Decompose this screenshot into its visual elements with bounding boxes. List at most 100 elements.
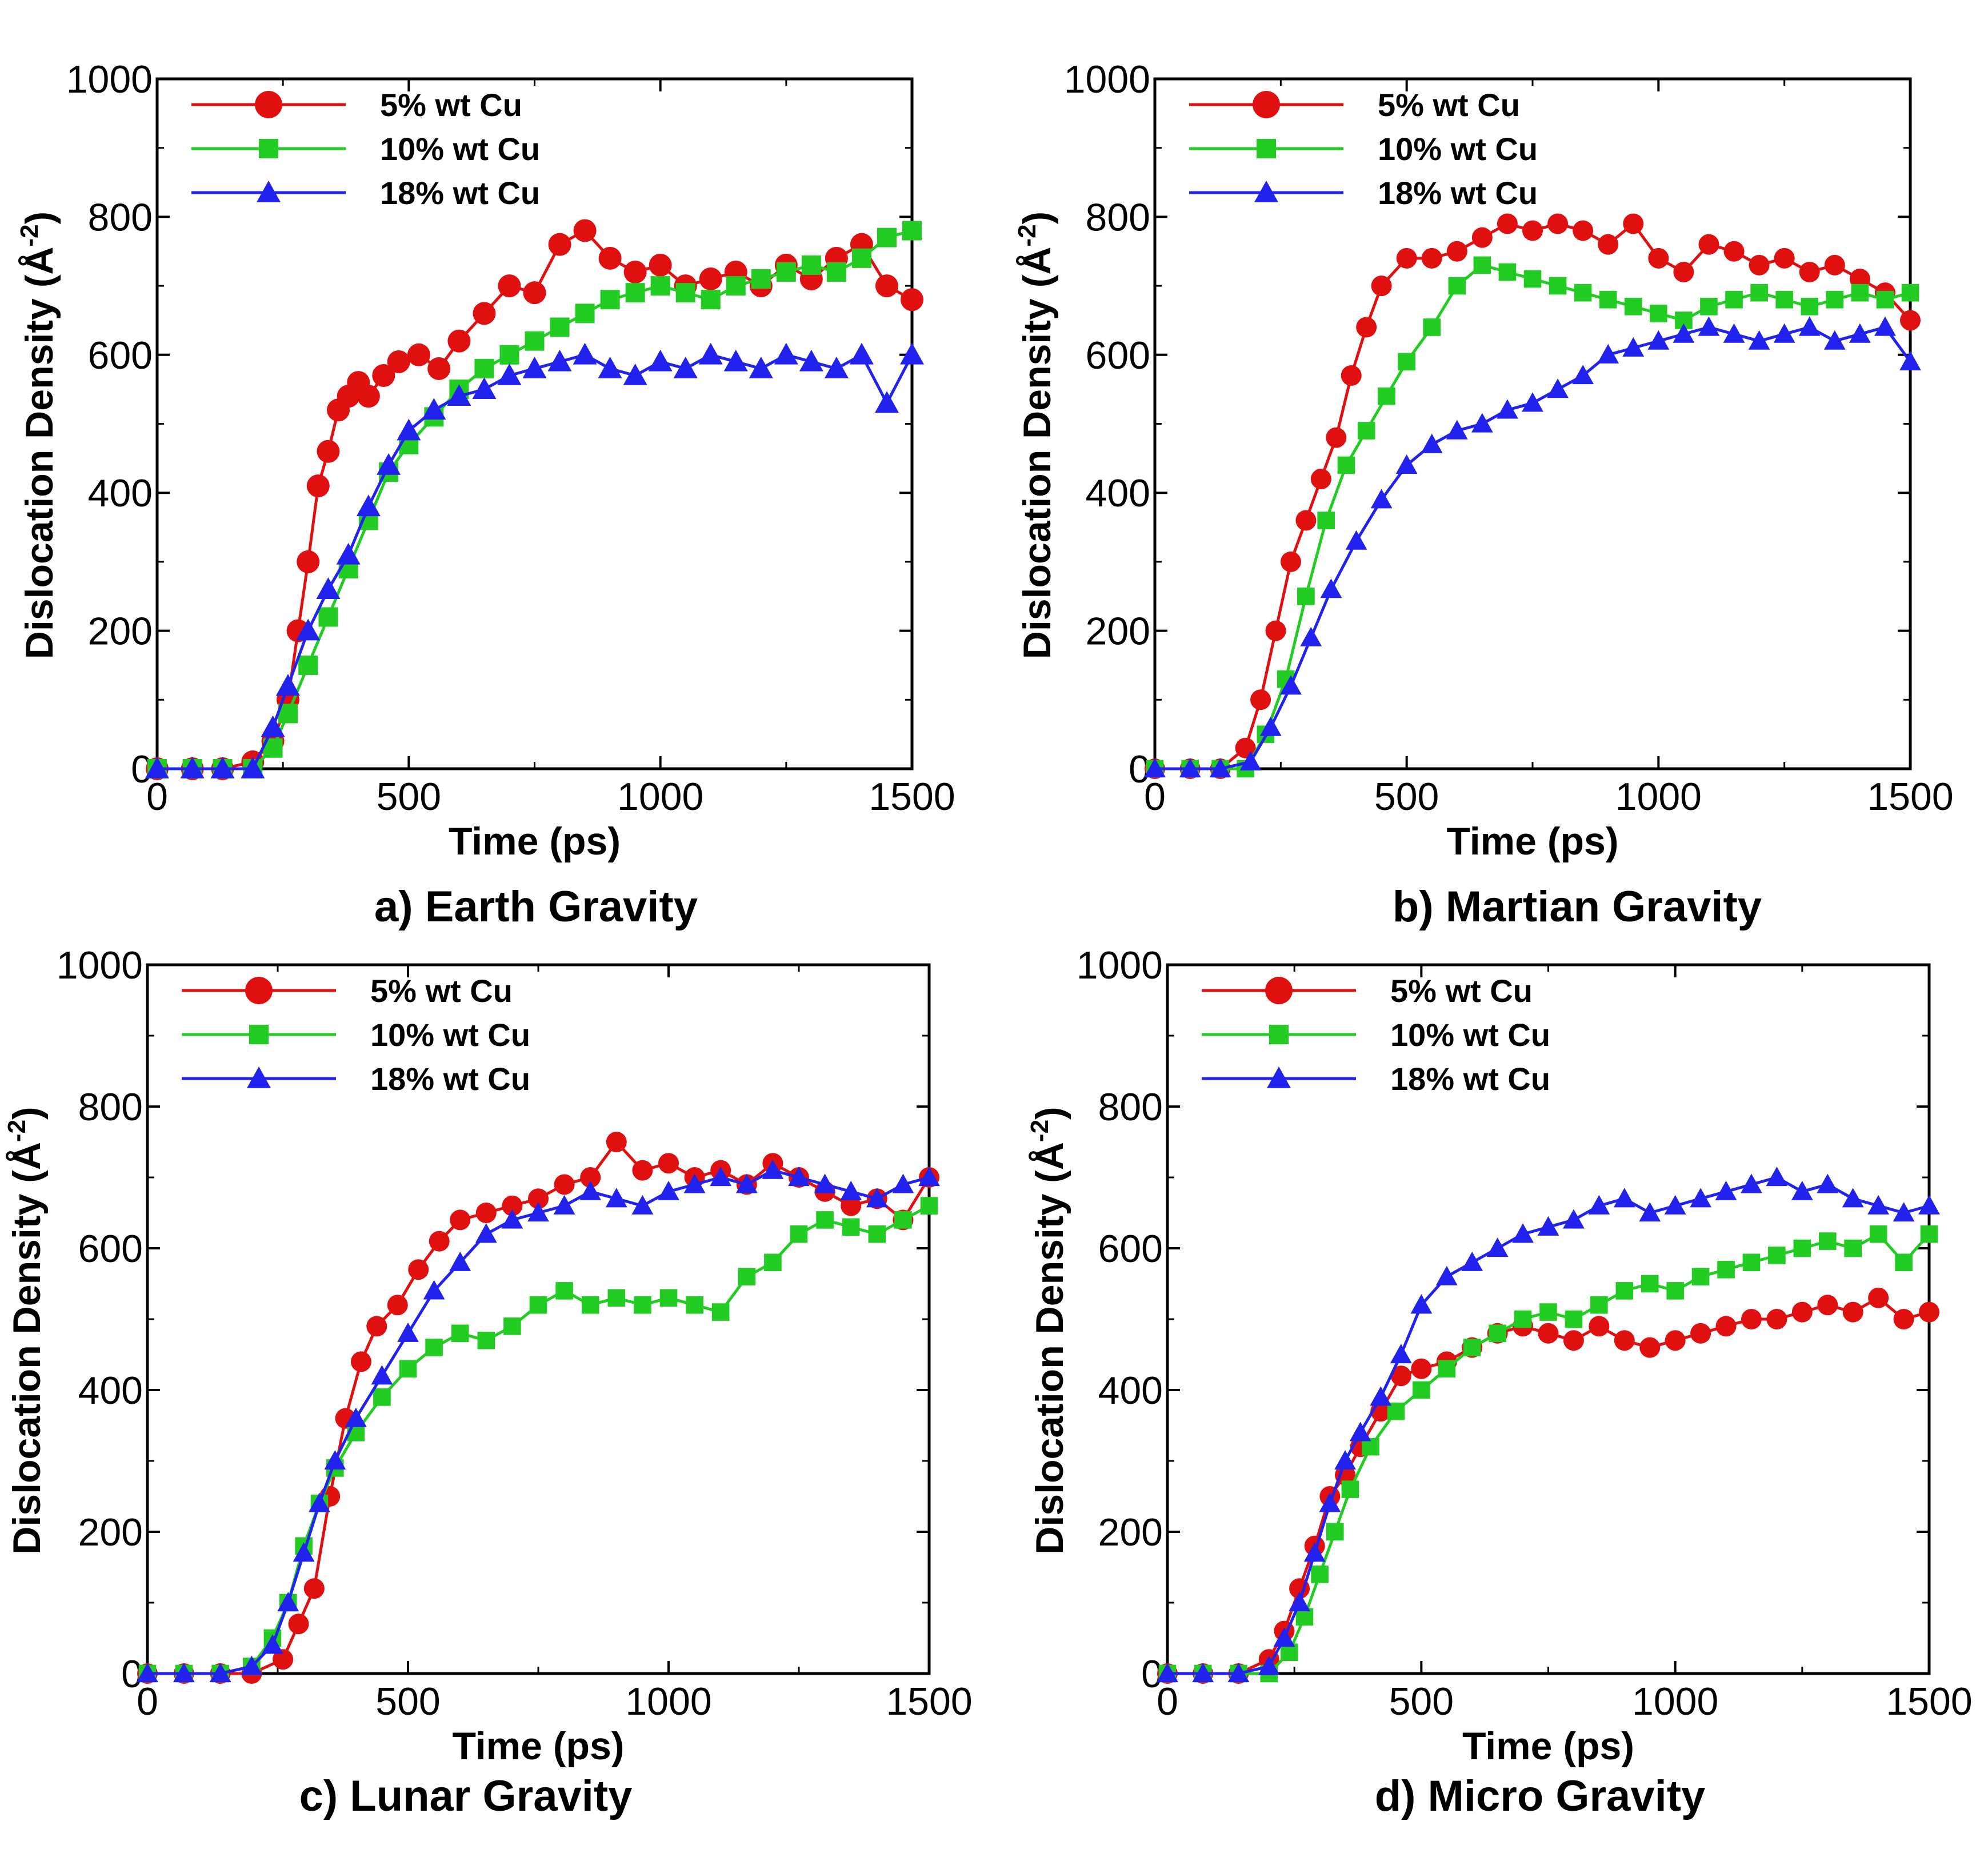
data-point <box>1623 213 1644 234</box>
panel-caption: b) Martian Gravity <box>1393 882 1762 931</box>
data-point <box>450 1209 471 1231</box>
series-line <box>157 229 913 770</box>
y-tick-label: 600 <box>1098 1227 1163 1271</box>
series-10-wt-cu <box>147 221 922 778</box>
data-point <box>1486 1237 1509 1257</box>
data-point <box>607 1289 626 1307</box>
y-axis-label: Dislocation Density (Å-2) <box>15 211 61 659</box>
data-point <box>648 349 673 372</box>
data-point <box>180 757 205 778</box>
legend-marker <box>257 181 281 202</box>
data-point <box>1523 270 1542 288</box>
data-point <box>1563 1209 1585 1229</box>
x-tick-label: 1500 <box>1886 1680 1972 1723</box>
data-point <box>449 1251 471 1271</box>
legend: 5% wt Cu 10% wt Cu 18% wt Cu <box>1202 973 1550 1097</box>
legend-marker <box>1267 1067 1291 1088</box>
data-point <box>1289 1592 1310 1612</box>
x-axis-label: Time (ps) <box>449 820 621 863</box>
data-point <box>675 283 695 303</box>
data-point <box>275 674 300 696</box>
data-point <box>1664 1195 1686 1215</box>
data-point <box>498 274 521 298</box>
data-point <box>1390 1344 1412 1364</box>
data-point <box>1725 290 1743 309</box>
data-point <box>1547 213 1569 234</box>
legend-marker <box>1254 181 1278 202</box>
y-tick-label: 200 <box>78 1511 143 1554</box>
data-point <box>1691 1268 1710 1285</box>
data-point <box>1849 323 1871 343</box>
legend: 5% wt Cu 10% wt Cu 18% wt Cu <box>1189 87 1538 211</box>
data-point <box>1538 1323 1559 1344</box>
data-point <box>1874 316 1896 336</box>
data-point <box>1438 1360 1456 1378</box>
data-point <box>1209 758 1231 778</box>
data-point <box>598 246 622 270</box>
data-point <box>350 1351 371 1372</box>
data-point <box>499 345 519 365</box>
data-point <box>1766 1309 1787 1329</box>
data-point <box>632 1160 653 1181</box>
data-point <box>1648 247 1669 269</box>
data-point <box>1421 433 1443 453</box>
series-line <box>147 1169 930 1675</box>
data-point <box>634 1296 651 1314</box>
data-point <box>1239 751 1262 771</box>
data-point <box>423 1280 445 1300</box>
data-point <box>762 1159 784 1179</box>
data-point <box>1356 317 1377 338</box>
data-point <box>1749 254 1770 275</box>
data-point <box>1473 256 1491 274</box>
data-point <box>1398 353 1415 371</box>
x-axis-label: Time (ps) <box>452 1724 624 1768</box>
y-tick-label: 1000 <box>1064 58 1150 101</box>
data-point <box>309 1492 330 1512</box>
data-point <box>1893 1309 1914 1329</box>
data-point <box>554 1174 575 1195</box>
data-point <box>1791 1180 1813 1200</box>
x-tick-label: 0 <box>1144 775 1166 818</box>
series-5-wt-cu <box>1157 1287 1939 1684</box>
data-point <box>1798 316 1821 336</box>
data-point <box>659 1289 678 1307</box>
data-point <box>1565 1310 1583 1328</box>
data-point <box>723 349 748 372</box>
data-point <box>1801 298 1819 316</box>
data-point <box>1371 275 1392 297</box>
series-line <box>147 1140 931 1675</box>
data-point <box>892 1173 914 1193</box>
data-point <box>293 1542 315 1562</box>
series-18-wt-cu <box>1144 316 1921 778</box>
y-axis-label: Dislocation Density (Å-2) <box>1013 211 1059 659</box>
x-tick-label: 1000 <box>625 1680 711 1723</box>
data-point <box>1273 1627 1295 1647</box>
data-point <box>1901 283 1919 302</box>
legend-marker <box>1265 977 1293 1004</box>
data-point <box>1497 213 1518 234</box>
data-point <box>407 343 430 366</box>
data-point <box>1522 220 1543 241</box>
data-point <box>555 1282 573 1300</box>
legend-label: 5% wt Cu <box>370 973 513 1009</box>
data-point <box>1421 247 1442 269</box>
data-point <box>425 1339 443 1356</box>
data-point <box>261 1634 283 1654</box>
data-point <box>1539 1303 1557 1321</box>
data-point <box>316 577 341 599</box>
data-point <box>1390 1365 1411 1387</box>
y-tick-label: 200 <box>1098 1511 1163 1554</box>
data-point <box>851 248 871 268</box>
y-axis-label: Dislocation Density (Å-2) <box>1026 1107 1071 1554</box>
data-point <box>1742 1253 1761 1272</box>
data-point <box>1817 1173 1839 1193</box>
data-point <box>1876 290 1894 309</box>
data-point <box>447 384 471 406</box>
data-point <box>1435 1265 1458 1285</box>
x-tick-label: 1500 <box>1867 775 1953 818</box>
data-point <box>475 1223 497 1243</box>
legend-label: 5% wt Cu <box>380 87 522 123</box>
legend-label: 10% wt Cu <box>380 131 540 167</box>
